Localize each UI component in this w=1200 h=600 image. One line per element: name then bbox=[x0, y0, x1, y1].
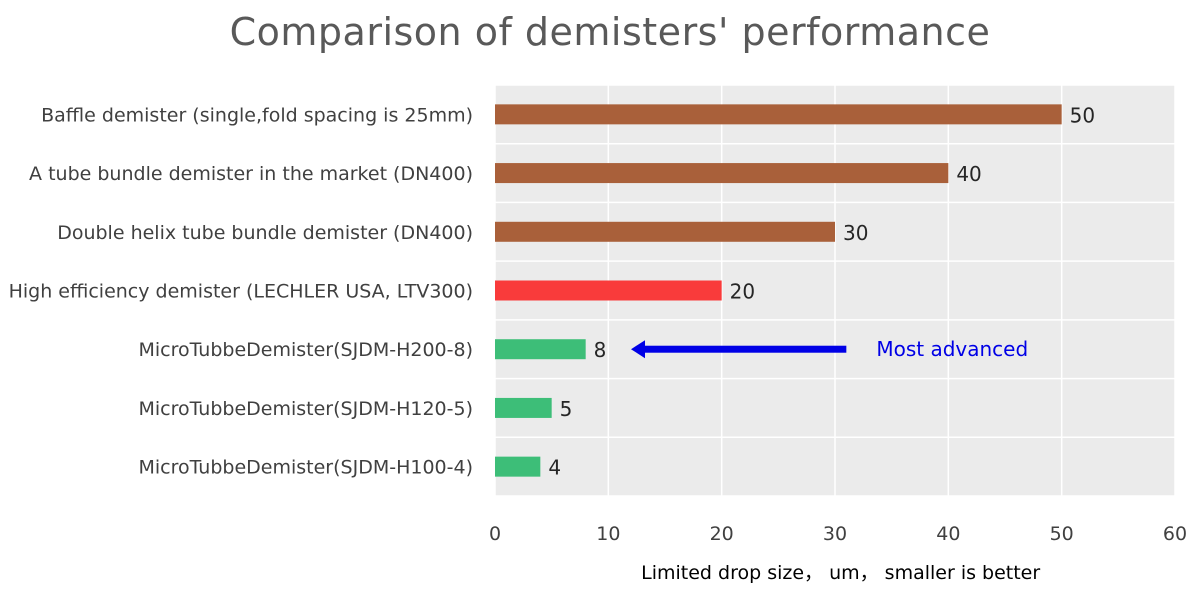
x-tick-label: 50 bbox=[1050, 523, 1074, 545]
x-tick-label: 30 bbox=[823, 523, 847, 545]
category-labels: Baffle demister (single,fold spacing is … bbox=[9, 104, 473, 478]
data-label: 8 bbox=[594, 338, 607, 362]
x-axis-ticks: 0 10 20 30 40 50 60 bbox=[489, 523, 1187, 545]
x-tick-label: 20 bbox=[710, 523, 734, 545]
bar bbox=[495, 163, 949, 184]
x-tick-label: 60 bbox=[1163, 523, 1187, 545]
annotation-label: Most advanced bbox=[876, 337, 1028, 361]
category-label: MicroTubbeDemister(SJDM-H200-8) bbox=[138, 339, 473, 361]
x-tick-label: 40 bbox=[936, 523, 960, 545]
arrow-head bbox=[631, 340, 645, 359]
x-tick-label: 0 bbox=[489, 523, 501, 545]
category-label: Baffle demister (single,fold spacing is … bbox=[41, 104, 473, 126]
bar bbox=[495, 221, 835, 242]
data-label: 4 bbox=[548, 456, 561, 480]
bar bbox=[495, 339, 586, 360]
category-label: Double helix tube bundle demister (DN400… bbox=[57, 222, 473, 244]
bar bbox=[495, 397, 552, 418]
x-tick-label: 10 bbox=[596, 523, 620, 545]
bar bbox=[495, 280, 722, 301]
bars bbox=[495, 104, 1062, 477]
annotation: Most advanced bbox=[631, 337, 1028, 361]
data-labels: 50 40 30 20 8 5 4 bbox=[548, 103, 1095, 479]
category-label: MicroTubbeDemister(SJDM-H100-4) bbox=[138, 457, 473, 479]
bar bbox=[495, 456, 541, 477]
arrow-shaft bbox=[643, 345, 847, 353]
gridlines bbox=[494, 84, 1176, 497]
data-label: 40 bbox=[956, 162, 981, 186]
x-axis-title: Limited drop size， um， smaller is better bbox=[641, 562, 1040, 584]
data-label: 5 bbox=[560, 397, 573, 421]
data-label: 20 bbox=[730, 280, 755, 304]
data-label: 50 bbox=[1070, 103, 1095, 127]
category-label: MicroTubbeDemister(SJDM-H120-5) bbox=[138, 398, 473, 420]
data-label: 30 bbox=[843, 221, 868, 245]
chart-title: Comparison of demisters' performance bbox=[229, 10, 991, 54]
category-label: A tube bundle demister in the market (DN… bbox=[29, 163, 473, 185]
bar bbox=[495, 104, 1062, 125]
category-label: High efficiency demister (LECHLER USA, L… bbox=[9, 281, 473, 303]
